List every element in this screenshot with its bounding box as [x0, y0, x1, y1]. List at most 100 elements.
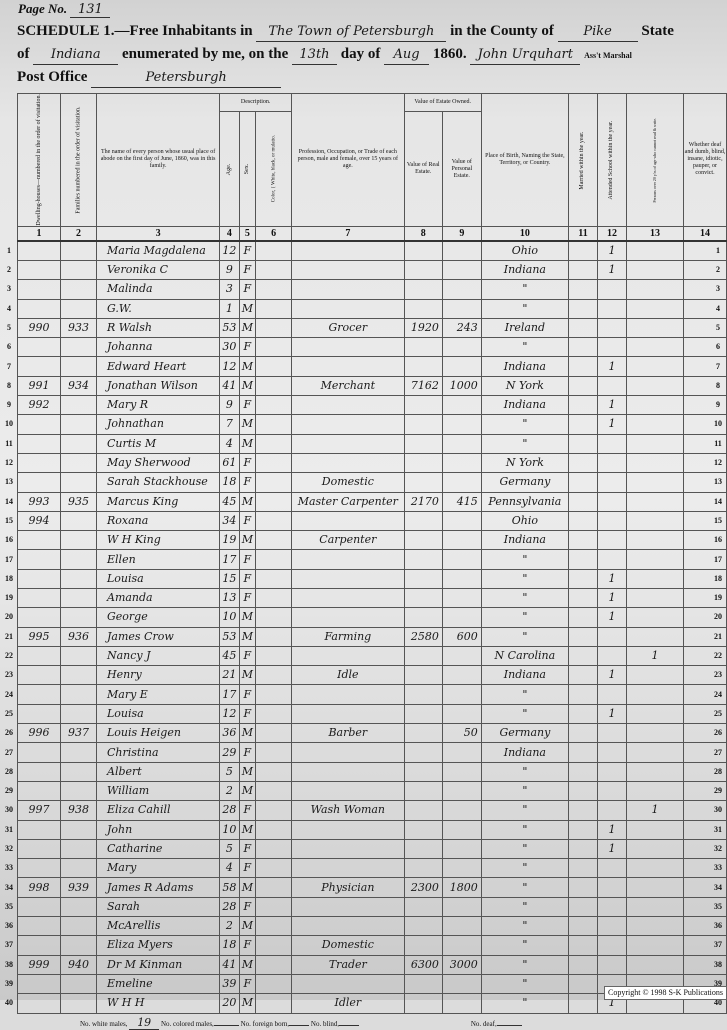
cell-real-estate: [403, 298, 443, 319]
cell-illiterate: [625, 356, 684, 377]
cell-color: [255, 935, 293, 956]
cell-age: 34: [219, 510, 240, 532]
cell-sex: F: [238, 510, 257, 532]
cell-birthplace: ": [480, 954, 569, 975]
row-number-right: 20: [714, 612, 722, 622]
column-number: 13: [625, 225, 684, 242]
cell-family: 937: [60, 723, 97, 744]
cell-dwelling: [17, 761, 61, 782]
cell-birthplace: ": [480, 607, 569, 628]
cell-dwelling: [17, 819, 61, 840]
cell-school: 1: [596, 356, 627, 377]
table-row: George 10 M " 1: [17, 607, 727, 628]
row-number-left: 4: [7, 303, 11, 313]
cell-name: John: [95, 819, 221, 840]
cell-illiterate: [625, 433, 684, 454]
cell-illiterate: [625, 317, 684, 339]
row-number-right: 35: [714, 901, 722, 911]
column-number: 10: [480, 225, 569, 242]
state-label: State: [641, 23, 674, 39]
table-row: Sarah Stackhouse 18 F Domestic Germany: [17, 472, 727, 493]
cell-personal-estate: [441, 259, 482, 281]
cell-sex: F: [238, 838, 257, 860]
cell-birthplace: Indiana: [480, 665, 569, 686]
cell-occupation: [291, 645, 405, 667]
cell-birthplace: N York: [480, 375, 569, 397]
cell-age: 58: [219, 877, 240, 898]
cell-personal-estate: [441, 935, 482, 956]
table-row: Amanda 13 F " 1: [17, 587, 727, 609]
cell-age: 3: [219, 279, 240, 300]
cell-age: 7: [219, 414, 240, 435]
cell-family: [60, 896, 97, 918]
cell-personal-estate: [441, 549, 482, 570]
day-of-label: day of: [340, 46, 381, 62]
cell-real-estate: [403, 819, 443, 840]
row-number-left: 34: [5, 882, 13, 892]
table-row: 994 Roxana 34 F Ohio: [17, 510, 727, 532]
cell-occupation: Idle: [291, 665, 405, 686]
row-number-right: 16: [714, 535, 722, 545]
row-number-left: 18: [5, 573, 13, 583]
row-number-right: 33: [714, 863, 722, 873]
row-number-right: 8: [716, 380, 720, 390]
cell-school: [596, 472, 627, 493]
row-number-left: 9: [7, 400, 11, 410]
cell-name: Louisa: [95, 568, 221, 589]
cell-illiterate: [625, 607, 684, 628]
cell-illiterate: 1: [625, 645, 684, 667]
column-number: 11: [567, 225, 598, 242]
cell-personal-estate: 3000: [441, 954, 482, 975]
blind-label: No. blind,: [310, 1019, 340, 1028]
table-row: 990 933 R Walsh 53 M Grocer 1920 243 Ireland: [17, 317, 727, 339]
cell-name: Johanna: [95, 337, 221, 358]
cell-occupation: Trader: [291, 954, 405, 975]
cell-illiterate: 1: [625, 800, 684, 821]
cell-dwelling: [17, 858, 61, 879]
cell-real-estate: [403, 414, 443, 435]
cell-family: [60, 703, 97, 725]
cell-illiterate: [625, 626, 684, 647]
cell-illiterate: [625, 240, 684, 261]
table-row: Eliza Myers 18 F Domestic ": [17, 935, 727, 956]
cell-married: [567, 819, 598, 840]
cell-birthplace: Pennsylvania: [480, 491, 569, 512]
cell-color: [255, 317, 293, 339]
cell-sex: F: [238, 703, 257, 725]
column-number: 1: [17, 225, 61, 242]
cell-married: [567, 838, 598, 860]
cell-family: 935: [60, 491, 97, 512]
cell-sex: M: [238, 819, 257, 840]
col-family-header: Families numbered in the order of visita…: [60, 93, 97, 227]
post-office-label: Post Office: [17, 69, 88, 85]
row-number-right: 23: [714, 670, 722, 680]
column-number: 4: [219, 225, 240, 242]
cell-real-estate: [403, 433, 443, 454]
cell-color: [255, 356, 293, 377]
cell-illiterate: [625, 472, 684, 493]
cell-dwelling: [17, 337, 61, 358]
cell-school: [596, 800, 627, 821]
cell-dwelling: 991: [17, 375, 61, 397]
cell-birthplace: ": [480, 819, 569, 840]
cell-occupation: Idler: [291, 993, 405, 1014]
cell-dwelling: [17, 645, 61, 667]
row-number-right: 26: [714, 728, 722, 738]
cell-age: 18: [219, 472, 240, 493]
cell-married: [567, 935, 598, 956]
cell-real-estate: [403, 684, 443, 705]
cell-illiterate: [625, 259, 684, 281]
cell-name: Curtis M: [95, 433, 221, 454]
cell-family: [60, 298, 97, 319]
cell-real-estate: 7162: [403, 375, 443, 397]
cell-real-estate: [403, 838, 443, 860]
cell-sex: F: [238, 645, 257, 667]
cell-sex: F: [238, 800, 257, 821]
cell-sex: M: [238, 607, 257, 628]
cell-illiterate: [625, 587, 684, 609]
row-number-left: 31: [5, 824, 13, 834]
table-row: Maria Magdalena 12 F Ohio 1: [17, 240, 727, 261]
row-number-right: 19: [714, 593, 722, 603]
cell-age: 45: [219, 645, 240, 667]
cell-birthplace: ": [480, 298, 569, 319]
